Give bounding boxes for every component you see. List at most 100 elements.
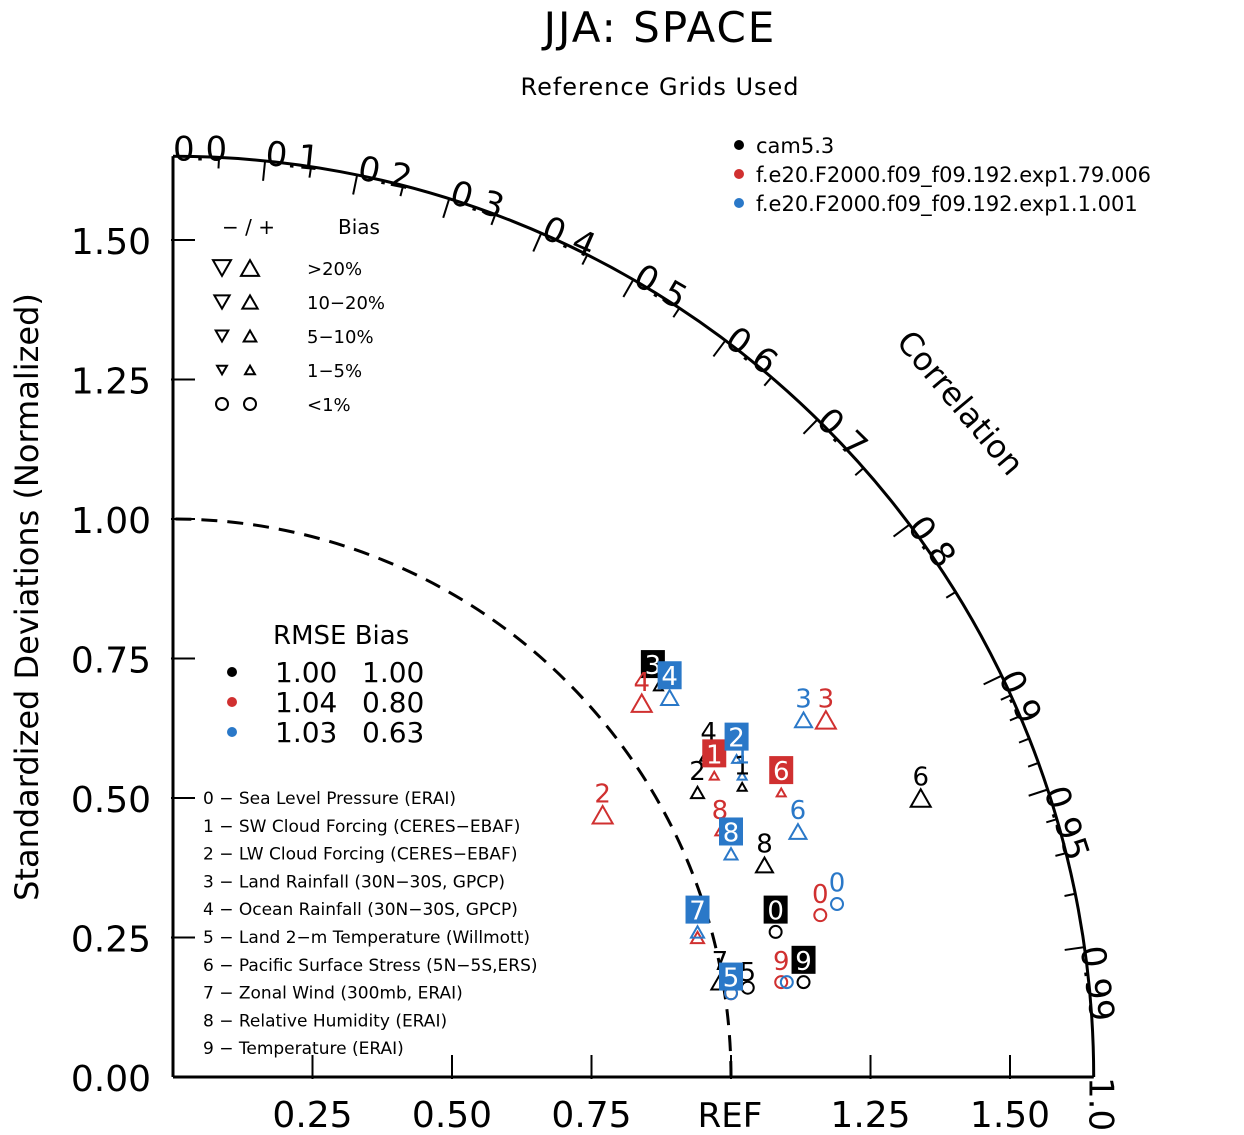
model-label: 5 [739,958,756,988]
data-point-triangle [814,709,838,730]
model-label: 1 [734,752,751,782]
model-label: 0 [767,897,784,927]
correlation-minor-tick [217,157,221,169]
data-point-triangle [793,710,814,729]
correlation-minor-tick [399,185,405,197]
bias-legend-down-triangle [212,294,232,311]
rmse-legend-rmse: 1.04 [275,686,337,719]
data-point-circle [768,924,783,939]
case-list-item: 6 − Pacific Surface Stress (5N−5S,ERS) [203,956,538,976]
data-point-triangle [735,769,749,781]
case-list-item: 5 − Land 2−m Temperature (Willmott) [203,928,530,948]
rmse-legend-bias: 1.00 [362,656,424,689]
correlation-minor-tick [1018,737,1030,744]
model-label-box [719,962,743,991]
correlation-tick-label: 0.2 [355,148,416,198]
data-point-triangle [730,753,743,764]
bias-legend-up-triangle [241,328,259,343]
correlation-minor-tick [1055,852,1067,857]
series-legend-dot [734,140,744,150]
model-label: 9 [773,947,790,977]
correlation-tick [802,418,819,435]
data-point-circle [779,975,794,990]
bias-legend-label: 1−5% [307,361,362,382]
model-label: 6 [790,796,807,826]
rmse-legend-dot [227,667,237,677]
model-label: 3 [818,685,835,715]
correlation-minor-tick [308,166,313,178]
correlation-minor-tick [490,214,497,226]
model-label: 0 [812,880,829,910]
rmse-legend-bias: 0.80 [362,686,424,719]
bias-legend: − / + Bias >20% 10−20% 5−10% 1−5% <1% [211,215,385,416]
series-legend-dot [734,198,744,208]
bias-legend-down-triangle [213,329,231,344]
rmse-legend-rmse: 1.03 [275,716,337,749]
y-tick-label: 1.25 [71,362,151,403]
model-label-box [769,756,794,785]
bias-legend-title: Bias [338,215,380,239]
correlation-tick-label: 0.9 [990,664,1050,730]
correlation-minor-tick [945,591,957,599]
correlation-tick-label: 0.3 [445,173,509,227]
model-label: 4 [633,668,650,698]
correlation-tick [1064,946,1085,951]
bias-legend-label: <1% [307,395,351,416]
model-label: 6 [912,763,929,793]
data-point-circle [830,897,845,912]
model-label: 3 [645,651,662,681]
bias-legend-down-triangle [215,364,229,377]
series-legend-name: f.e20.F2000.f09_f09.192.exp1.1.001 [756,192,1138,217]
correlation-arc [172,154,1096,1078]
model-label-box [702,739,727,768]
correlation-minor-tick [581,254,589,266]
model-label: 8 [723,818,740,848]
correlation-minor-tick [1027,761,1039,768]
x-tick-label: 0.75 [551,1095,631,1135]
model-label: 0 [829,869,846,899]
correlation-minor-tick [763,376,773,387]
data-point-circle [813,908,828,923]
model-label-box [791,945,816,974]
case-list: 0 − Sea Level Pressure (ERAI) 1 − SW Clou… [203,789,538,1059]
chart-title: JJA: SPACE [541,3,777,52]
model-label: 3 [795,685,812,715]
data-point-triangle [590,804,615,825]
correlation-tick [712,339,727,358]
correlation-tick-label: 0.99 [1072,943,1122,1024]
chart-subtitle: Reference Grids Used [520,73,799,101]
bias-legend-circle [243,397,257,411]
y-tick-label: 0.25 [71,920,151,961]
data-point-triangle [708,769,721,781]
y-tick-label: 0.00 [71,1059,151,1100]
data-point-triangle [722,846,740,861]
rmse-legend-dot [227,727,237,737]
model-label-box [763,895,788,924]
correlation-tick-label: 0.5 [627,256,694,318]
data-point-triangle [659,688,680,706]
x-tick-label: 0.50 [412,1095,492,1135]
bias-legend-label: 5−10% [307,327,374,348]
series-legend-name: cam5.3 [756,134,834,158]
model-label: 7 [689,897,706,927]
rmse-legend-header: RMSE Bias [273,621,409,651]
bias-legend-down-triangle [211,259,233,278]
model-label: 5 [723,964,740,994]
series-legend: cam5.3 f.e20.F2000.f09_f09.192.exp1.79.00… [734,134,1151,217]
bias-legend-up-triangle [243,363,257,376]
case-list-item: 7 − Zonal Wind (300mb, ERAI) [203,984,463,1004]
data-point-circle [774,975,789,990]
case-list-item: 0 − Sea Level Pressure (ERAI) [203,789,456,809]
model-label: 9 [795,947,812,977]
rmse-legend-bias: 0.63 [362,716,424,749]
correlation-tick-label: 0.6 [718,319,785,383]
correlation-tick [532,232,543,252]
correlation-tick [442,198,451,219]
correlation-minor-tick [854,467,865,477]
data-point-triangle [735,780,749,792]
case-list-item: 4 − Ocean Rainfall (30N−30S, GPCP) [203,900,518,920]
data-point-triangle [689,924,706,939]
bias-legend-signs: − / + [222,215,275,239]
correlation-tick [352,174,359,195]
correlation-minor-tick [1009,715,1021,722]
